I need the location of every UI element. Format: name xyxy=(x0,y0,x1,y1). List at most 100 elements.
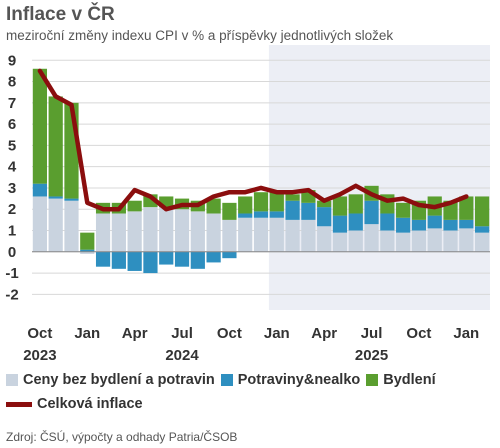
y-tick-label: 9 xyxy=(8,52,16,69)
bar-food xyxy=(285,200,300,220)
legend-item-housing: Bydlení xyxy=(366,372,436,388)
bar-core xyxy=(474,232,490,252)
chart-subtitle: meziroční změny indexu CPI v % a příspěv… xyxy=(6,28,394,43)
bar-core xyxy=(206,213,221,252)
bar-core xyxy=(174,209,190,252)
legend-swatch-housing xyxy=(366,374,379,386)
x-tick-label: Apr xyxy=(311,325,337,342)
bar-core xyxy=(285,219,300,252)
legend-label-line: Celková inflace xyxy=(37,396,143,412)
x-tick-label: Jul xyxy=(171,325,193,342)
bar-core xyxy=(111,213,126,252)
bar-housing xyxy=(159,196,174,208)
legend-swatch-core xyxy=(6,374,18,386)
bar-food xyxy=(80,249,95,252)
bar-core xyxy=(396,232,411,252)
bar-food xyxy=(269,211,284,218)
bar-core xyxy=(32,196,48,252)
bar-food xyxy=(238,213,253,218)
bar-food xyxy=(159,251,174,265)
legend-row-1: Ceny bez bydlení a potravin Potraviny&ne… xyxy=(6,372,500,388)
legend-label-food: Potraviny&nealko xyxy=(237,372,361,388)
x-tick-label: Jul xyxy=(361,325,383,342)
legend-item-food: Potraviny&nealko xyxy=(220,372,361,388)
bar-housing xyxy=(253,192,269,212)
bar-food xyxy=(301,202,316,220)
bar-core xyxy=(143,207,158,252)
bar-food xyxy=(253,211,269,218)
bar-housing xyxy=(474,196,490,227)
bar-core xyxy=(459,228,474,252)
x-tick-label: Apr xyxy=(122,325,148,342)
y-tick-label: 4 xyxy=(8,159,17,176)
bar-housing xyxy=(348,194,363,214)
bar-food xyxy=(396,217,411,233)
legend-item-core: Ceny bez bydlení a potravin xyxy=(6,372,215,388)
bar-housing xyxy=(48,96,63,197)
bar-core xyxy=(253,217,269,252)
source-note: Zdroj: ČSÚ, výpočty a odhady Patria/ČSOB xyxy=(6,430,238,444)
bar-core xyxy=(301,219,316,252)
bar-housing xyxy=(80,232,95,250)
bar-core xyxy=(127,211,142,252)
x-year-label: 2023 xyxy=(23,347,56,364)
bar-food xyxy=(380,213,395,231)
bar-food xyxy=(143,251,158,274)
y-tick-label: 2 xyxy=(8,201,16,218)
legend-swatch-food xyxy=(220,374,233,386)
bar-core xyxy=(80,251,95,254)
bar-core xyxy=(222,219,237,252)
bar-food xyxy=(317,207,332,227)
x-year-label: 2024 xyxy=(165,347,199,364)
x-tick-label: Jan xyxy=(264,325,290,342)
bar-core xyxy=(269,217,284,252)
bar-food xyxy=(64,198,79,201)
bar-food xyxy=(364,200,379,225)
bar-housing xyxy=(222,202,237,220)
bar-core xyxy=(348,230,363,252)
bar-housing xyxy=(238,196,253,214)
inflation-chart: 9 8 7 6 5 4 3 2 1 0 -1 -2 Oct 2023 Jan Apr Jul 2024 Oct Jan… xyxy=(5,45,490,364)
x-tick-label: Oct xyxy=(406,325,431,342)
bar-housing xyxy=(269,192,284,212)
bar-food xyxy=(443,219,458,231)
bar-core xyxy=(48,198,63,252)
bar-food xyxy=(222,251,237,259)
bar-food xyxy=(190,251,205,269)
bar-food xyxy=(474,226,490,233)
x-year-label: 2025 xyxy=(355,347,388,364)
y-tick-label: 1 xyxy=(8,223,16,240)
legend-label-core: Ceny bez bydlení a potravin xyxy=(23,372,215,388)
bar-core xyxy=(332,232,348,252)
bar-housing xyxy=(459,196,474,220)
legend-swatch-line xyxy=(6,401,32,407)
legend-item-line: Celková inflace xyxy=(6,396,143,412)
bar-food xyxy=(332,215,348,233)
y-tick-label: 5 xyxy=(8,137,16,154)
y-tick-label: 3 xyxy=(8,180,16,197)
y-tick-label: -1 xyxy=(5,265,18,282)
bar-core xyxy=(190,211,205,252)
y-tick-label: 0 xyxy=(8,244,16,261)
bar-core xyxy=(427,228,442,252)
x-tick-label: Oct xyxy=(217,325,242,342)
bar-housing xyxy=(206,198,221,214)
bar-core xyxy=(317,226,332,252)
bar-food xyxy=(48,196,63,199)
bar-food xyxy=(95,251,111,267)
bar-housing xyxy=(332,196,348,216)
bar-food xyxy=(111,251,126,269)
legend-row-2: Celková inflace xyxy=(6,396,149,412)
bar-food xyxy=(32,183,48,197)
bar-housing xyxy=(127,200,142,212)
bar-core xyxy=(380,230,395,252)
bar-core xyxy=(443,230,458,252)
bar-core xyxy=(411,230,427,252)
bar-food xyxy=(127,251,142,271)
bar-housing xyxy=(285,194,300,201)
bar-food xyxy=(411,219,427,231)
y-tick-label: -2 xyxy=(5,286,18,303)
bar-food xyxy=(427,215,442,229)
bar-housing xyxy=(396,202,411,218)
bar-housing xyxy=(317,200,332,208)
